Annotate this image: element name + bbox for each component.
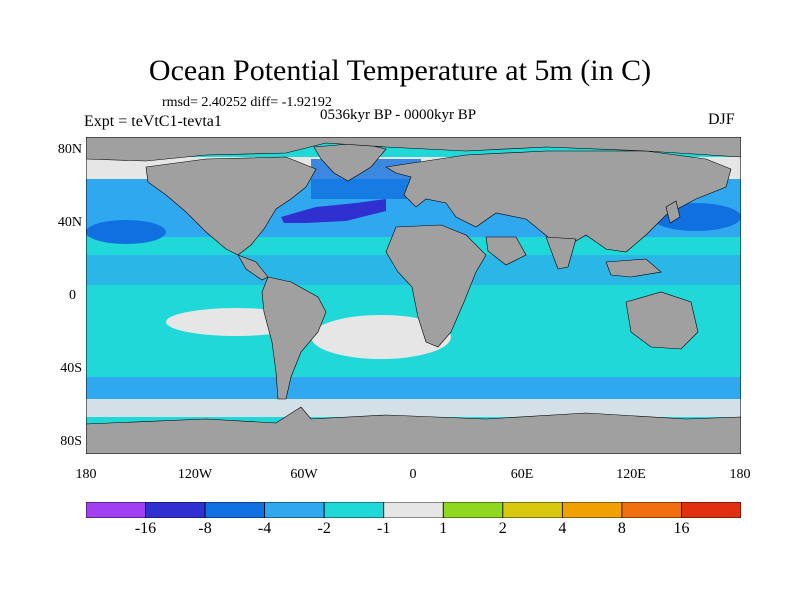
eurasia	[385, 150, 732, 253]
antarctica	[86, 406, 741, 454]
y-tick-40n: 40N	[57, 215, 82, 230]
colorbar-swatch-3	[264, 502, 325, 518]
colorbar-swatch-7	[502, 502, 563, 518]
arctic-land	[86, 137, 741, 162]
colorbar-label-7: 4	[558, 520, 567, 537]
colorbar-label-2: -4	[257, 520, 272, 537]
x-tick-180e: 180	[729, 467, 751, 482]
y-tick-0: 0	[69, 288, 76, 303]
y-tick-80s: 80S	[60, 434, 82, 449]
colorbar-label-4: -1	[377, 520, 391, 537]
x-tick-60w: 60W	[290, 467, 318, 482]
arabia	[485, 236, 527, 266]
australia	[625, 291, 699, 350]
colorbar-swatch-5	[383, 502, 444, 518]
x-tick-0: 0	[409, 467, 417, 482]
x-tick-120e: 120E	[616, 467, 646, 482]
colorbar-label-1: -8	[198, 520, 212, 537]
colorbar-label-5: 1	[439, 520, 448, 537]
land	[86, 137, 741, 454]
experiment-label: Expt = teVtC1-tevta1	[84, 113, 222, 130]
y-tick-40s: 40S	[60, 361, 82, 376]
stats-label: rmsd= 2.40252 diff= -1.92192	[162, 95, 332, 110]
colorbar-swatch-1	[145, 502, 206, 518]
se-asia-islands	[605, 258, 662, 278]
x-tick-60e: 60E	[510, 467, 534, 482]
colorbar-swatch-10	[681, 502, 741, 518]
plot-title: Ocean Potential Temperature at 5m (in C)	[148, 54, 652, 87]
period-label: 0536kyr BP - 0000kyr BP	[320, 107, 477, 123]
colorbar-swatch-8	[561, 502, 623, 518]
japan	[665, 200, 681, 224]
colorbar-label-0: -16	[134, 520, 157, 537]
colorbar-label-8: 8	[617, 520, 626, 537]
north-atlantic-anomaly	[281, 199, 386, 223]
north-america	[145, 156, 317, 256]
colorbar-swatch-4	[323, 502, 385, 518]
south-america	[261, 276, 327, 400]
colorbar-swatch-0	[86, 502, 146, 518]
world-map	[86, 137, 741, 454]
x-tick-180w: 180	[75, 467, 97, 482]
southern-near-zero	[86, 399, 741, 417]
india	[545, 236, 577, 270]
colorbar-swatch-6	[442, 502, 504, 518]
south-atlantic-near-zero	[311, 315, 451, 359]
africa	[385, 224, 487, 348]
colorbar-label-9: 16	[673, 520, 690, 537]
colorbar-label-6: 2	[498, 520, 507, 537]
season-label: DJF	[708, 111, 735, 128]
colorbar	[86, 502, 741, 518]
x-tick-120w: 120W	[177, 467, 213, 482]
y-tick-80n: 80N	[57, 142, 82, 157]
colorbar-swatch-2	[204, 502, 266, 518]
colorbar-swatch-9	[621, 502, 682, 518]
colorbar-label-3: -2	[317, 520, 331, 537]
north-pacific-warm	[86, 220, 166, 244]
central-america	[237, 254, 269, 281]
